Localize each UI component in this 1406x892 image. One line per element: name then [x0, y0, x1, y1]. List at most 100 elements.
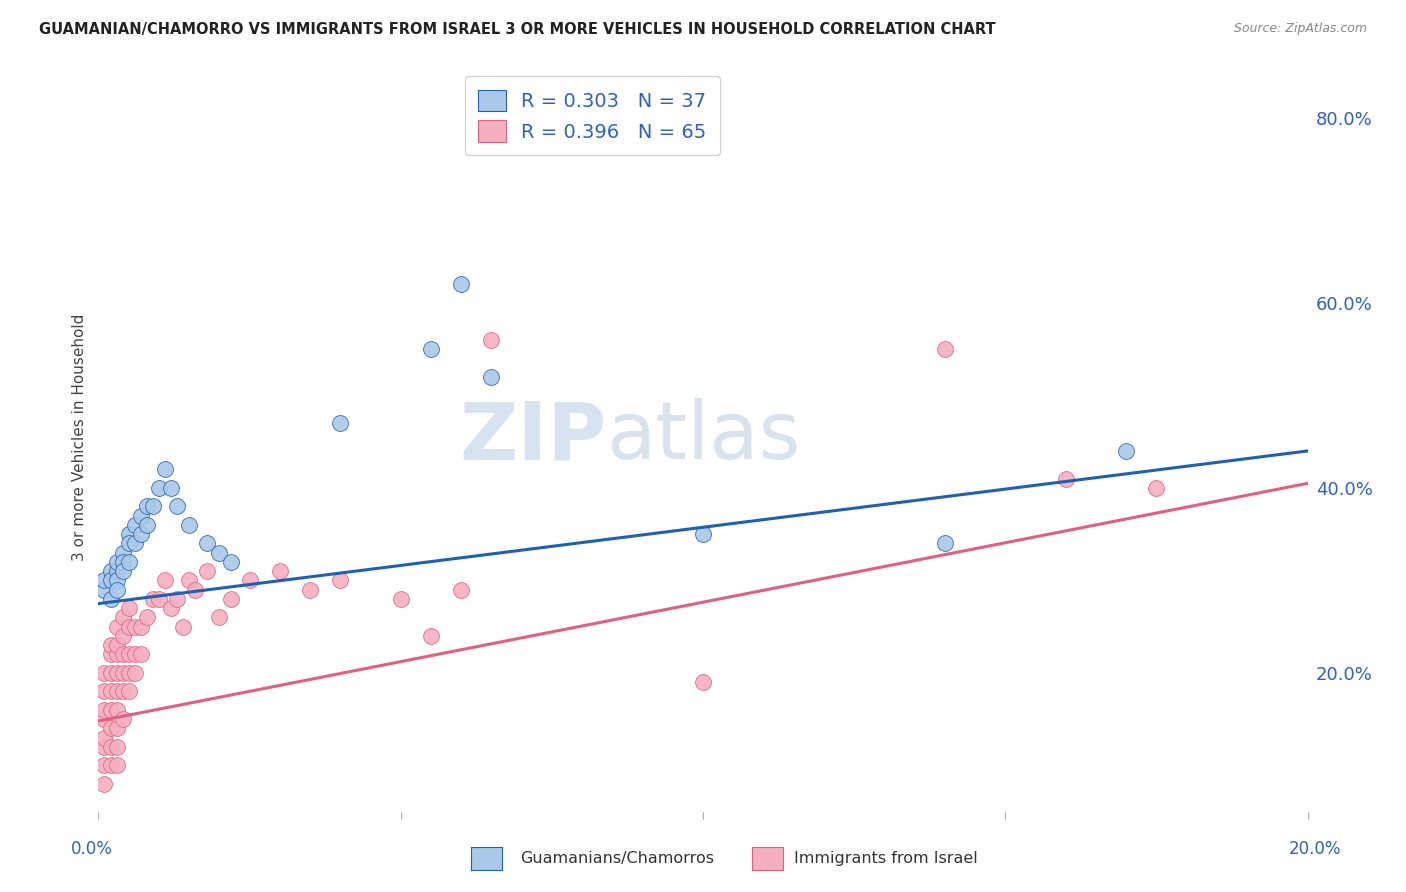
Point: [105, 722, 128, 736]
Point: [692, 675, 714, 690]
Point: [208, 546, 231, 560]
Point: [142, 500, 165, 514]
Point: [100, 722, 122, 736]
Point: [166, 500, 188, 514]
Point: [1115, 444, 1137, 458]
Point: [100, 684, 122, 698]
Point: [195, 536, 218, 550]
Point: [100, 665, 122, 680]
Point: [105, 684, 128, 698]
Point: [329, 574, 352, 588]
Point: [450, 277, 472, 292]
Point: [1054, 472, 1077, 486]
Point: [93, 582, 115, 597]
Point: [105, 665, 128, 680]
Point: [105, 620, 128, 634]
Point: [105, 758, 128, 772]
Point: [269, 564, 291, 578]
Point: [166, 591, 188, 606]
Point: [118, 620, 141, 634]
Point: [93, 777, 115, 791]
Point: [93, 665, 115, 680]
Point: [481, 370, 503, 384]
Text: Guamanians/Chamorros: Guamanians/Chamorros: [520, 851, 714, 865]
Point: [118, 527, 141, 541]
Point: [124, 665, 146, 680]
Point: [93, 703, 115, 717]
Point: [118, 536, 141, 550]
Point: [135, 518, 157, 533]
Point: [93, 739, 115, 754]
Point: [450, 582, 472, 597]
Y-axis label: 3 or more Vehicles in Household: 3 or more Vehicles in Household: [72, 313, 87, 561]
Point: [124, 620, 146, 634]
Point: [118, 555, 141, 569]
Point: [934, 342, 956, 356]
Point: [135, 610, 157, 624]
Point: [100, 638, 122, 652]
Point: [184, 582, 207, 597]
Point: [93, 731, 115, 745]
Point: [179, 574, 201, 588]
Text: GUAMANIAN/CHAMORRO VS IMMIGRANTS FROM ISRAEL 3 OR MORE VEHICLES IN HOUSEHOLD COR: GUAMANIAN/CHAMORRO VS IMMIGRANTS FROM IS…: [39, 22, 995, 37]
Text: 0.0%: 0.0%: [70, 840, 112, 858]
Point: [105, 574, 128, 588]
Point: [160, 481, 183, 495]
Point: [111, 564, 134, 578]
Point: [111, 546, 134, 560]
Point: [111, 629, 134, 643]
Point: [111, 610, 134, 624]
Point: [105, 739, 128, 754]
Point: [93, 684, 115, 698]
Point: [934, 536, 956, 550]
Point: [100, 648, 122, 662]
Text: atlas: atlas: [606, 398, 800, 476]
Point: [100, 739, 122, 754]
Point: [179, 518, 201, 533]
Point: [153, 574, 176, 588]
Point: [481, 333, 503, 347]
Point: [239, 574, 262, 588]
Point: [129, 508, 152, 523]
Point: [93, 712, 115, 726]
Point: [100, 703, 122, 717]
Text: ZIP: ZIP: [458, 398, 606, 476]
Point: [160, 601, 183, 615]
Point: [221, 555, 243, 569]
Point: [124, 536, 146, 550]
Point: [118, 665, 141, 680]
Point: [105, 564, 128, 578]
Point: [129, 648, 152, 662]
Point: [111, 712, 134, 726]
Point: [118, 601, 141, 615]
Point: [105, 648, 128, 662]
Point: [299, 582, 322, 597]
Point: [124, 518, 146, 533]
Point: [1144, 481, 1167, 495]
Point: [135, 500, 157, 514]
Text: Source: ZipAtlas.com: Source: ZipAtlas.com: [1233, 22, 1367, 36]
Point: [172, 620, 194, 634]
Point: [111, 665, 134, 680]
Point: [111, 684, 134, 698]
Point: [93, 574, 115, 588]
Point: [105, 582, 128, 597]
Point: [420, 342, 443, 356]
Point: [129, 620, 152, 634]
Point: [148, 591, 170, 606]
Legend: R = 0.303   N = 37, R = 0.396   N = 65: R = 0.303 N = 37, R = 0.396 N = 65: [465, 76, 720, 155]
Point: [692, 527, 714, 541]
Point: [118, 648, 141, 662]
Text: 20.0%: 20.0%: [1288, 840, 1341, 858]
Point: [100, 564, 122, 578]
Point: [329, 416, 352, 430]
Point: [221, 591, 243, 606]
Point: [111, 648, 134, 662]
Text: Immigrants from Israel: Immigrants from Israel: [794, 851, 979, 865]
Point: [148, 481, 170, 495]
Point: [100, 758, 122, 772]
Point: [105, 703, 128, 717]
Point: [129, 527, 152, 541]
Point: [420, 629, 443, 643]
Point: [100, 591, 122, 606]
